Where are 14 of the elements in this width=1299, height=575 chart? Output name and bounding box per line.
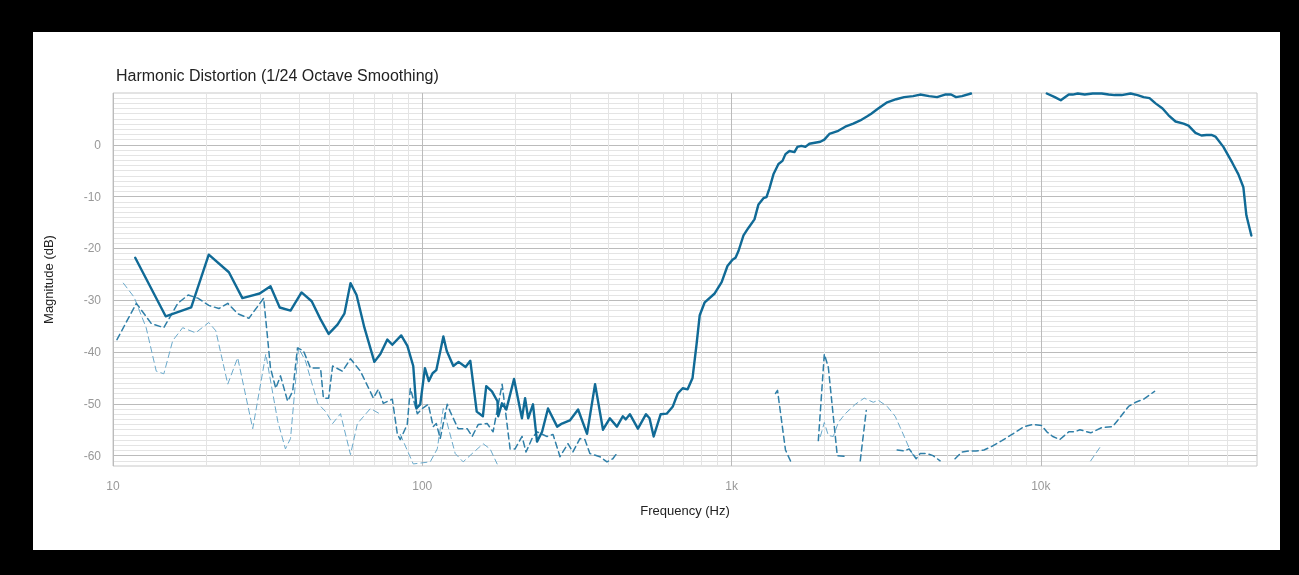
chart-title: Harmonic Distortion (1/24 Octave Smoothing) bbox=[116, 66, 439, 84]
y-tick-label: -40 bbox=[83, 345, 102, 360]
y-tick-label: -50 bbox=[83, 396, 102, 411]
x-tick-label: 10 bbox=[106, 479, 120, 493]
y-tick-label: 0 bbox=[94, 137, 102, 152]
x-tick-label: 1k bbox=[725, 479, 739, 493]
x-tick-label: 100 bbox=[412, 479, 433, 493]
y-tick-label: -30 bbox=[83, 293, 102, 308]
y-axis-title: Magnitude (dB) bbox=[41, 235, 56, 324]
y-tick-label: -10 bbox=[83, 189, 102, 204]
y-tick-label: -20 bbox=[83, 241, 102, 256]
x-axis-title: Frequency (Hz) bbox=[640, 503, 730, 518]
y-tick-label: -60 bbox=[83, 448, 102, 463]
x-tick-label: 10k bbox=[1031, 479, 1052, 493]
